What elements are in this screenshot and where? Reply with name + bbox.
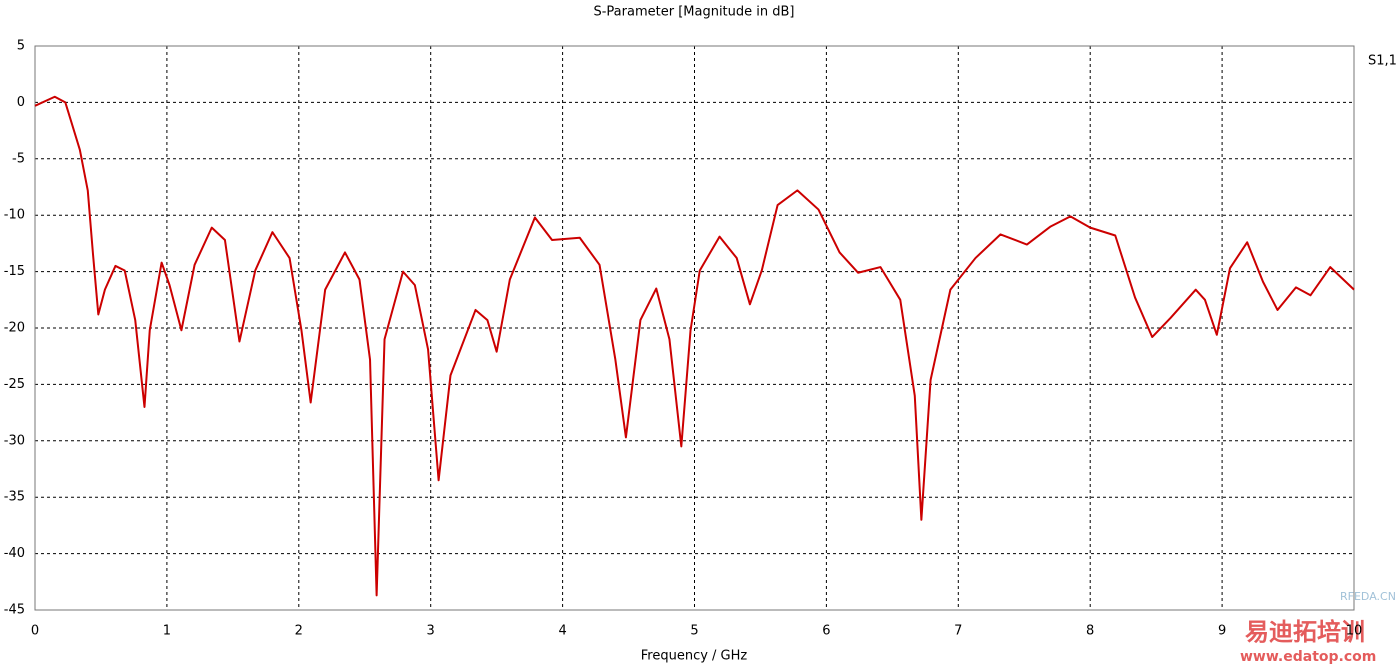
watermark: 易迪拓培训 [1245,618,1365,646]
y-tick-label: -45 [4,603,25,618]
x-tick-label: 4 [558,624,566,639]
watermark: www.edatop.com [1240,649,1376,665]
y-tick-label: -5 [12,151,25,166]
y-tick-label: -30 [4,433,25,448]
x-tick-label: 10 [1346,624,1363,639]
watermark: RFEDA.CN [1340,590,1396,603]
y-tick-label: 5 [17,39,25,54]
x-tick-label: 6 [822,624,830,639]
x-tick-label: 8 [1086,624,1094,639]
plot-frame [34,45,1355,611]
y-tick-label: 0 [17,95,25,110]
y-tick-label: -40 [4,546,25,561]
y-tick-label: -10 [4,208,25,223]
x-tick-label: 9 [1218,624,1226,639]
y-tick-label: -15 [4,264,25,279]
x-tick-label: 1 [163,624,171,639]
x-tick-label: 7 [954,624,962,639]
y-tick-label: -25 [4,377,25,392]
y-tick-label: -20 [4,321,25,336]
x-tick-label: 0 [31,624,39,639]
series-line [34,95,1355,597]
y-tick-label: -35 [4,490,25,505]
x-tick-label: 3 [427,624,435,639]
chart-title: S-Parameter [Magnitude in dB] [593,5,794,20]
x-axis-label: Frequency / GHz [641,649,748,664]
x-tick-label: 2 [295,624,303,639]
legend-label: S1,1 [1368,54,1397,69]
x-tick-label: 5 [690,624,698,639]
